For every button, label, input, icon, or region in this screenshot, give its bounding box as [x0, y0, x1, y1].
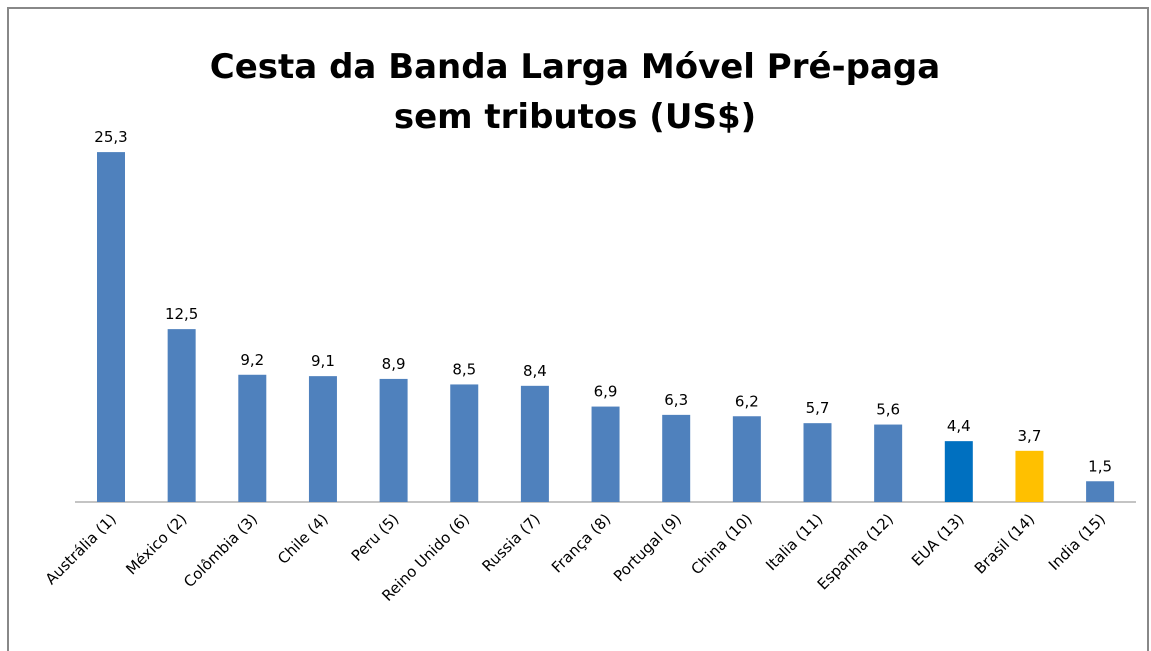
value-label: 5,6	[876, 401, 900, 419]
bar	[97, 152, 125, 502]
bar	[379, 378, 408, 502]
bar	[308, 376, 337, 502]
value-label: 4,4	[947, 417, 971, 435]
bar	[662, 414, 691, 502]
value-label: 6,2	[735, 392, 759, 410]
bar	[874, 424, 903, 502]
bar	[591, 406, 620, 502]
value-label: 5,7	[806, 399, 830, 417]
bar	[803, 423, 832, 502]
value-label: 6,9	[594, 383, 618, 401]
bar	[944, 441, 973, 502]
bar	[520, 385, 549, 502]
bar	[238, 374, 267, 502]
bar	[450, 384, 479, 502]
value-label: 8,5	[452, 360, 476, 378]
chart-frame	[7, 7, 1149, 651]
bar	[167, 329, 196, 502]
value-label: 8,9	[382, 355, 406, 373]
value-label: 9,2	[240, 351, 264, 369]
value-label: 1,5	[1088, 457, 1112, 475]
bar	[732, 416, 761, 502]
value-label: 25,3	[94, 128, 127, 146]
value-label: 12,5	[165, 305, 198, 323]
value-label: 8,4	[523, 362, 547, 380]
chart-title: Cesta da Banda Larga Móvel Pré-paga	[210, 47, 940, 87]
bar	[1015, 450, 1044, 502]
bar	[1086, 481, 1115, 502]
value-label: 6,3	[664, 391, 688, 409]
value-label: 9,1	[311, 352, 335, 370]
value-label: 3,7	[1018, 427, 1042, 445]
chart-title: sem tributos (US$)	[394, 97, 756, 137]
